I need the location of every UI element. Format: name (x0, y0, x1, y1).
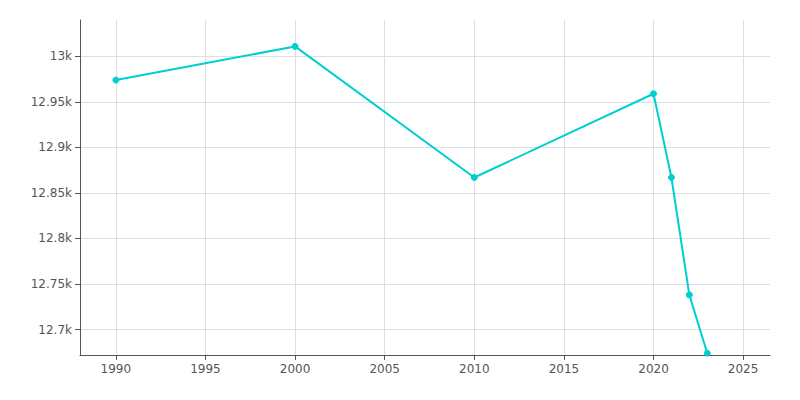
svg-text:2005: 2005 (369, 362, 400, 376)
svg-text:13k: 13k (50, 49, 72, 63)
svg-text:12.8k: 12.8k (38, 231, 72, 245)
svg-text:12.75k: 12.75k (31, 277, 72, 291)
svg-text:12.95k: 12.95k (31, 95, 72, 109)
svg-text:2015: 2015 (549, 362, 580, 376)
svg-text:2010: 2010 (459, 362, 490, 376)
svg-text:12.85k: 12.85k (31, 186, 72, 200)
svg-text:1990: 1990 (101, 362, 132, 376)
svg-text:12.7k: 12.7k (38, 323, 72, 337)
svg-text:2020: 2020 (638, 362, 669, 376)
svg-text:1995: 1995 (190, 362, 221, 376)
svg-text:2000: 2000 (280, 362, 311, 376)
svg-text:12.9k: 12.9k (38, 140, 72, 154)
svg-text:2025: 2025 (728, 362, 759, 376)
